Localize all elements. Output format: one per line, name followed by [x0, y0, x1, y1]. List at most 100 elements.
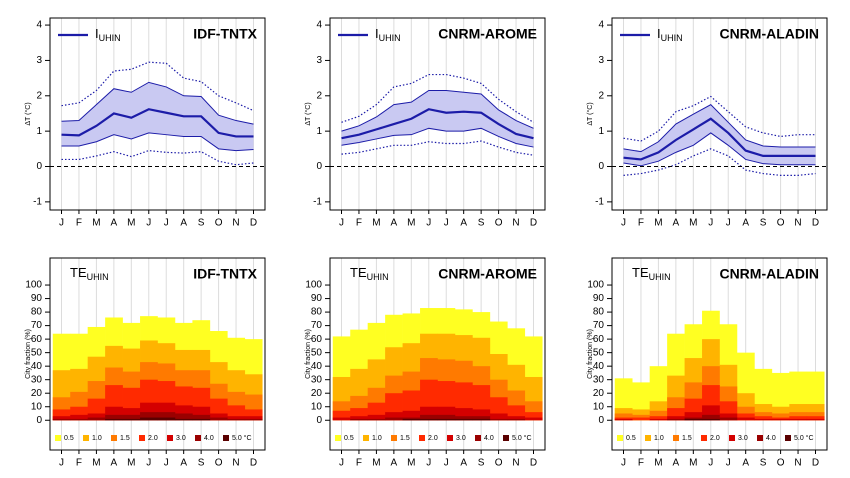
x-tick-label: O — [777, 218, 785, 229]
bar — [70, 418, 88, 421]
panel-title: CNRM-AROME — [438, 26, 537, 42]
legend-label: IUHIN — [375, 26, 401, 43]
legend-swatch — [195, 435, 201, 441]
x-tick-label: M — [654, 218, 662, 229]
x-tick-label: S — [478, 458, 485, 469]
legend-swatch — [645, 435, 651, 441]
bar — [789, 418, 808, 421]
x-tick-label: F — [638, 458, 644, 469]
plot-frame — [329, 17, 546, 211]
outer-line — [61, 61, 254, 112]
bar — [122, 414, 141, 421]
bar — [157, 417, 176, 421]
y-tick-label: 40 — [31, 361, 43, 372]
x-tick-label: A — [111, 218, 118, 229]
legend-name: TE — [632, 265, 649, 280]
x-tick-label: D — [812, 218, 819, 229]
legend-label: 1.5 — [120, 435, 130, 442]
bar — [209, 413, 228, 421]
legend-swatch — [139, 435, 145, 441]
legend-name: I — [375, 26, 379, 41]
legend-label: 1.5 — [400, 435, 410, 442]
band-line — [623, 132, 816, 167]
bar — [332, 417, 351, 421]
x-tick-label: M — [654, 458, 662, 469]
bar — [367, 414, 386, 421]
outer-line — [61, 149, 254, 166]
y-tick-label: 0 — [316, 415, 322, 426]
x-tick-label: S — [760, 218, 767, 229]
y-tick-label: 80 — [31, 307, 43, 318]
bar — [402, 418, 421, 421]
y-axis-label: ΔT (°C) — [24, 102, 32, 125]
legend-label: 0.5 — [344, 435, 354, 442]
bar — [649, 416, 668, 421]
panel-title: IDF-TNTX — [193, 266, 257, 282]
x-tick-label: A — [742, 218, 749, 229]
x-tick-label: J — [426, 458, 431, 469]
bar — [472, 409, 491, 421]
y-tick-label: 4 — [36, 20, 42, 31]
bar — [702, 418, 720, 421]
legend-swatch — [391, 435, 397, 441]
x-tick-label: J — [621, 218, 626, 229]
bar — [649, 410, 668, 421]
bar — [614, 418, 633, 421]
legend-label: 5.0 °C — [794, 434, 814, 442]
bar — [192, 418, 211, 421]
x-tick-label: J — [146, 458, 151, 469]
bar — [771, 418, 790, 421]
y-tick-label: -1 — [33, 197, 42, 208]
legend-swatch — [111, 435, 117, 441]
bar — [614, 413, 633, 421]
x-tick-label: F — [638, 218, 644, 229]
y-tick-label: 2 — [598, 90, 604, 101]
legend-label: 1.0 — [654, 435, 664, 442]
legend-swatch — [673, 435, 679, 441]
legend-label: 2.0 — [428, 435, 438, 442]
y-tick-label: 70 — [593, 320, 605, 331]
x-tick-label: A — [111, 458, 118, 469]
bar — [489, 418, 508, 421]
band-line — [341, 127, 534, 148]
x-tick-label: M — [689, 218, 697, 229]
bar — [350, 418, 368, 421]
x-tick-label: J — [708, 458, 713, 469]
legend-label: 5.0 °C — [512, 434, 532, 442]
y-tick-label: 0 — [598, 161, 604, 172]
bar — [789, 416, 808, 421]
bar — [454, 418, 473, 421]
x-tick-label: D — [530, 458, 537, 469]
bar — [754, 416, 773, 421]
x-tick-label: M — [127, 218, 135, 229]
x-tick-label: S — [198, 458, 205, 469]
y-tick-label: 10 — [593, 401, 605, 412]
y-tick-label: 1 — [598, 126, 604, 137]
bar — [52, 418, 71, 421]
x-tick-label: O — [777, 458, 785, 469]
x-tick-label: O — [495, 458, 503, 469]
legend-label: 5.0 °C — [232, 434, 252, 442]
legend-name: I — [657, 26, 661, 41]
series-line — [61, 108, 254, 138]
y-tick-label: -1 — [595, 197, 604, 208]
x-tick-label: J — [621, 458, 626, 469]
series-line — [341, 108, 534, 140]
bar — [87, 413, 106, 421]
y-tick-label: 3 — [598, 55, 604, 66]
legend-label: 3.0 — [176, 435, 186, 442]
band-line — [61, 132, 254, 152]
y-tick-label: 1 — [36, 126, 42, 137]
x-tick-label: M — [372, 218, 380, 229]
x-tick-label: J — [426, 218, 431, 229]
legend-name: TE — [70, 265, 87, 280]
y-tick-label: 70 — [311, 320, 323, 331]
bar — [174, 413, 193, 421]
x-tick-label: J — [726, 458, 731, 469]
y-tick-label: 100 — [25, 280, 42, 291]
legend-swatch — [503, 435, 509, 441]
legend-label: 0.5 — [626, 435, 636, 442]
legend-swatch — [701, 435, 707, 441]
x-tick-label: A — [673, 218, 680, 229]
bar — [667, 418, 685, 421]
